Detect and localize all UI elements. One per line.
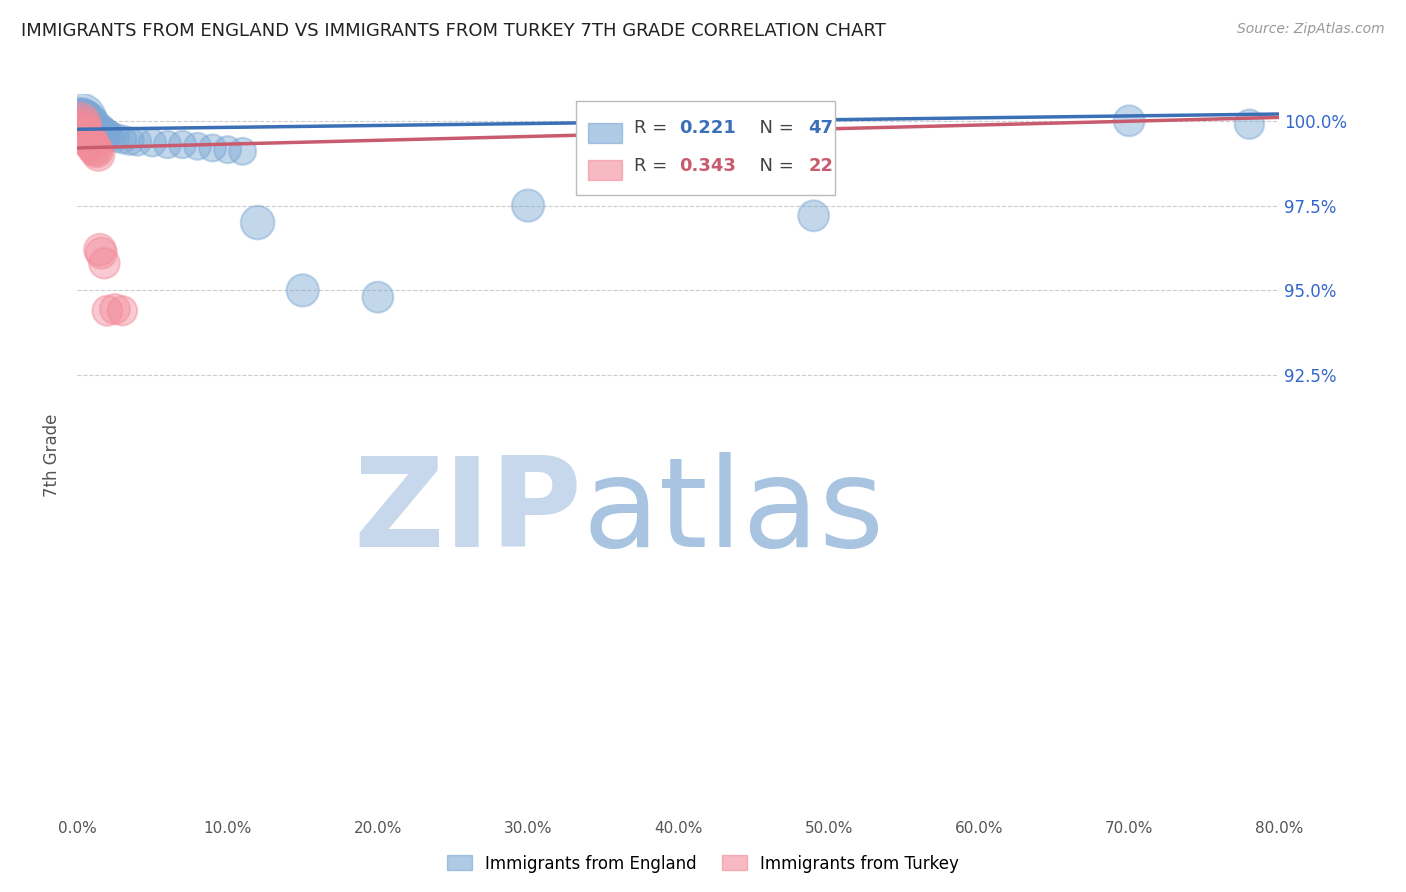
Text: atlas: atlas: [582, 452, 884, 574]
Point: [86, 122, 108, 136]
Text: 0.221: 0.221: [679, 120, 737, 137]
Text: Source: ZipAtlas.com: Source: ZipAtlas.com: [1237, 22, 1385, 37]
Point: [79, 134, 101, 148]
Point: [201, 141, 224, 155]
Point: [89, 243, 111, 257]
Point: [156, 137, 179, 152]
Point: [75, 115, 97, 129]
FancyBboxPatch shape: [588, 161, 621, 180]
Text: 22: 22: [808, 157, 834, 175]
Point: [96, 303, 118, 318]
Point: [80, 136, 103, 150]
Point: [104, 130, 127, 145]
Point: [83, 141, 105, 155]
Point: [517, 198, 540, 212]
Point: [86, 145, 108, 159]
Text: 0.343: 0.343: [679, 157, 737, 175]
Point: [104, 301, 127, 316]
Point: [291, 284, 314, 298]
Point: [93, 126, 115, 140]
FancyBboxPatch shape: [576, 101, 835, 194]
Point: [75, 116, 97, 130]
Point: [118, 134, 141, 148]
Point: [67, 113, 90, 128]
Point: [72, 113, 94, 128]
Point: [72, 116, 94, 130]
Point: [111, 132, 134, 146]
Point: [87, 147, 110, 161]
Legend: Immigrants from England, Immigrants from Turkey: Immigrants from England, Immigrants from…: [440, 848, 966, 880]
Point: [73, 129, 96, 144]
Text: ZIP: ZIP: [353, 452, 582, 574]
Y-axis label: 7th Grade: 7th Grade: [44, 413, 62, 497]
Point: [70, 125, 93, 139]
Point: [69, 113, 91, 128]
Point: [90, 124, 112, 138]
Point: [73, 113, 96, 128]
Point: [76, 132, 98, 146]
Point: [172, 137, 194, 152]
Text: IMMIGRANTS FROM ENGLAND VS IMMIGRANTS FROM TURKEY 7TH GRADE CORRELATION CHART: IMMIGRANTS FROM ENGLAND VS IMMIGRANTS FR…: [21, 22, 886, 40]
Point: [76, 117, 98, 131]
Point: [82, 137, 104, 152]
Point: [69, 114, 91, 128]
Point: [79, 118, 101, 132]
Point: [367, 290, 389, 304]
Text: R =: R =: [634, 120, 673, 137]
Point: [87, 123, 110, 137]
Point: [127, 135, 149, 149]
Point: [93, 256, 115, 270]
Point: [82, 117, 104, 131]
Point: [70, 115, 93, 129]
Point: [70, 122, 93, 136]
Text: 47: 47: [808, 120, 834, 137]
Point: [80, 119, 103, 133]
Point: [67, 117, 90, 131]
Point: [75, 130, 97, 145]
Point: [69, 121, 91, 136]
Point: [94, 128, 117, 142]
Point: [96, 128, 118, 142]
Point: [82, 120, 104, 134]
Point: [70, 113, 93, 128]
Point: [76, 115, 98, 129]
Point: [91, 125, 114, 139]
Point: [111, 303, 134, 318]
Point: [141, 136, 163, 150]
Point: [1239, 117, 1261, 131]
Point: [90, 246, 112, 260]
Point: [232, 145, 254, 159]
Point: [89, 122, 111, 136]
Point: [217, 143, 239, 157]
FancyBboxPatch shape: [588, 122, 621, 143]
Point: [1118, 113, 1140, 128]
Point: [246, 216, 269, 230]
Point: [72, 128, 94, 142]
Text: N =: N =: [748, 157, 800, 175]
Text: R =: R =: [634, 157, 673, 175]
Text: N =: N =: [748, 120, 800, 137]
Point: [84, 120, 107, 135]
Point: [100, 129, 122, 144]
Point: [803, 209, 825, 223]
Point: [84, 143, 107, 157]
Point: [73, 116, 96, 130]
Point: [83, 121, 105, 136]
Point: [79, 116, 101, 130]
Point: [186, 139, 209, 153]
Point: [69, 119, 91, 133]
